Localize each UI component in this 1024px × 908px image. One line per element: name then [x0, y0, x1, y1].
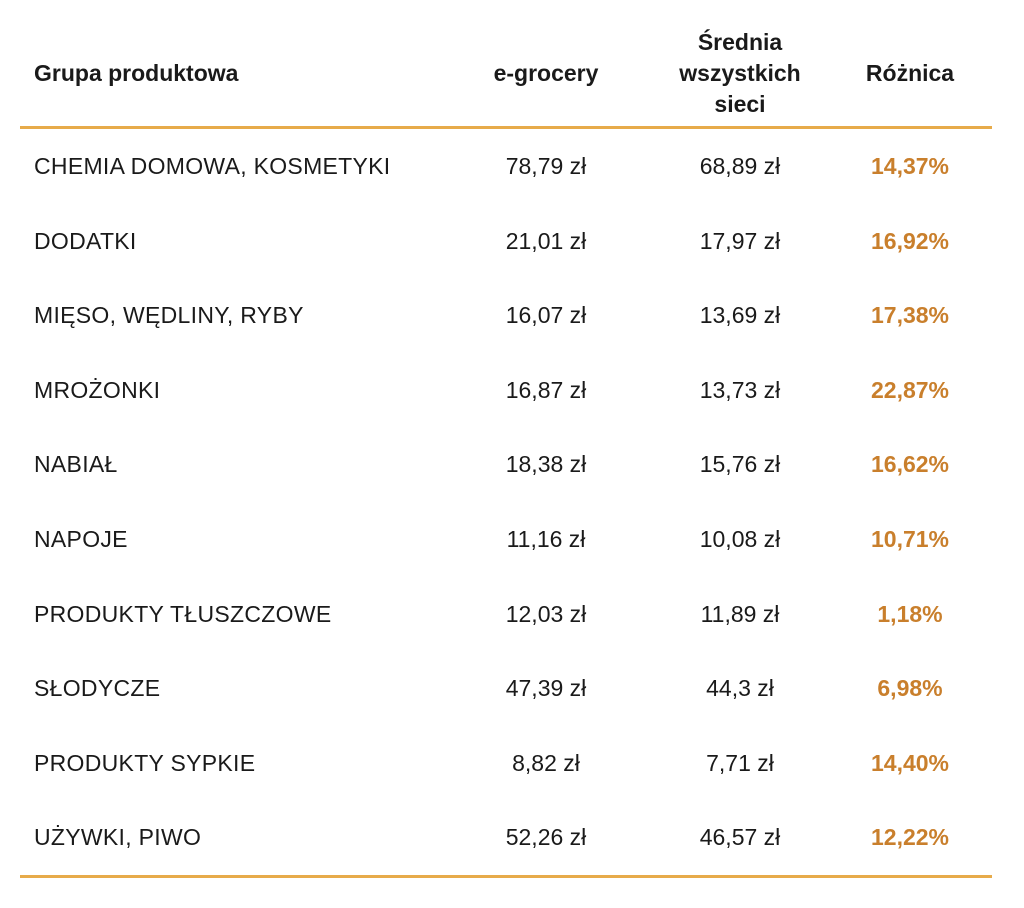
header-average-line1: Średnia	[697, 29, 783, 55]
cell-group: PRODUKTY TŁUSZCZOWE	[34, 600, 332, 627]
cell-difference: 12,22%	[870, 824, 949, 851]
cell-average: 11,89 zł	[700, 600, 780, 627]
table-row: CHEMIA DOMOWA, KOSMETYKI 78,79 zł 68,89 …	[20, 129, 992, 204]
table-row: UŻYWKI, PIWO 52,26 zł 46,57 zł 12,22%	[20, 800, 992, 875]
cell-egrocery: 18,38 zł	[505, 451, 587, 478]
cell-average: 68,89 zł	[699, 153, 781, 179]
table-row: NAPOJE 11,16 zł 10,08 zł 10,71%	[20, 502, 992, 577]
cell-average: 10,08 zł	[699, 525, 781, 552]
cell-difference: 14,37%	[870, 153, 949, 179]
header-group: Grupa produktowa	[34, 60, 239, 86]
header-average-line2: wszystkich	[679, 60, 801, 86]
cell-group: MIĘSO, WĘDLINY, RYBY	[34, 302, 304, 329]
table-row: MROŻONKI 16,87 zł 13,73 zł 22,87%	[20, 353, 992, 428]
cell-egrocery: 8,82 zł	[512, 749, 580, 776]
cell-group: MROŻONKI	[34, 376, 161, 403]
cell-average: 7,71 zł	[706, 749, 774, 776]
bottom-divider	[20, 874, 992, 878]
cell-egrocery: 78,79 zł	[505, 153, 587, 179]
cell-difference: 1,18%	[877, 600, 943, 627]
cell-average: 44,3 zł	[706, 675, 774, 702]
cell-egrocery: 21,01 zł	[505, 227, 587, 254]
cell-egrocery: 12,03 zł	[505, 600, 587, 627]
cell-difference: 22,87%	[870, 376, 949, 403]
table-row: PRODUKTY TŁUSZCZOWE 12,03 zł 11,89 zł 1,…	[20, 577, 992, 652]
price-comparison-table: Grupa produktowa e-grocery Średnia wszys…	[20, 20, 992, 878]
cell-difference: 10,71%	[870, 525, 949, 552]
table-row: PRODUKTY SYPKIE 8,82 zł 7,71 zł 14,40%	[20, 726, 992, 801]
table-header: Grupa produktowa e-grocery Średnia wszys…	[20, 20, 992, 129]
cell-difference: 14,40%	[870, 749, 949, 776]
table-row: MIĘSO, WĘDLINY, RYBY 16,07 zł 13,69 zł 1…	[20, 278, 992, 353]
cell-egrocery: 16,07 zł	[505, 302, 587, 329]
cell-egrocery: 16,87 zł	[505, 376, 587, 403]
header-egrocery: e-grocery	[493, 60, 599, 86]
cell-average: 17,97 zł	[699, 227, 781, 254]
cell-average: 46,57 zł	[699, 824, 781, 851]
table-row: SŁODYCZE 47,39 zł 44,3 zł 6,98%	[20, 651, 992, 726]
cell-group: SŁODYCZE	[34, 675, 161, 702]
cell-group: CHEMIA DOMOWA, KOSMETYKI	[34, 153, 391, 179]
cell-egrocery: 11,16 zł	[506, 525, 586, 552]
table-row: DODATKI 21,01 zł 17,97 zł 16,92%	[20, 204, 992, 279]
cell-egrocery: 52,26 zł	[505, 824, 587, 851]
table-body: CHEMIA DOMOWA, KOSMETYKI 78,79 zł 68,89 …	[20, 129, 992, 875]
cell-group: NAPOJE	[34, 525, 128, 552]
cell-difference: 16,92%	[870, 227, 949, 254]
cell-difference: 16,62%	[870, 451, 949, 478]
table-row: NABIAŁ 18,38 zł 15,76 zł 16,62%	[20, 427, 992, 502]
cell-average: 13,73 zł	[699, 376, 781, 403]
cell-difference: 17,38%	[870, 302, 949, 329]
cell-group: DODATKI	[34, 227, 137, 254]
cell-group: NABIAŁ	[34, 451, 118, 478]
header-average-line3: sieci	[714, 91, 766, 117]
cell-group: UŻYWKI, PIWO	[34, 824, 202, 851]
cell-egrocery: 47,39 zł	[505, 675, 587, 702]
cell-group: PRODUKTY SYPKIE	[34, 749, 256, 776]
header-average: Średnia wszystkich sieci	[650, 27, 830, 120]
cell-difference: 6,98%	[877, 675, 943, 702]
header-difference: Różnica	[865, 60, 955, 86]
cell-average: 15,76 zł	[699, 451, 781, 478]
cell-average: 13,69 zł	[699, 302, 781, 329]
